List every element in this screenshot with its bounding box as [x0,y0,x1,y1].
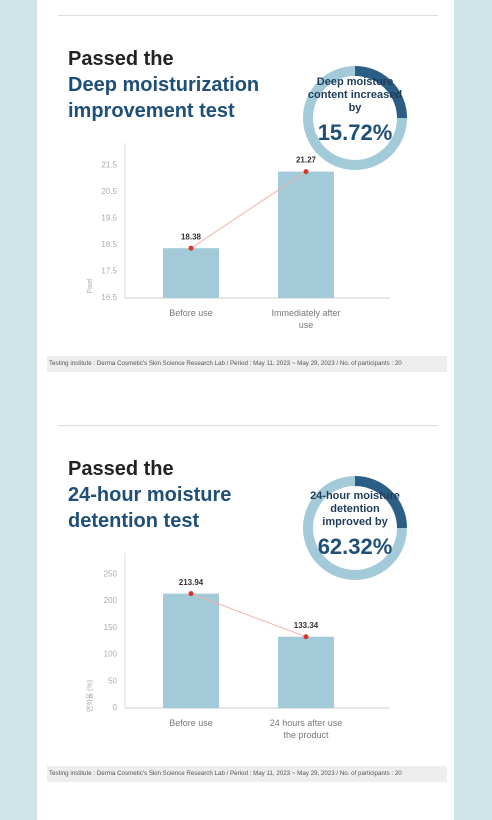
y-axis-label: Pixel [87,278,94,294]
point [303,169,309,175]
bar [278,636,334,708]
y-tick-label: 18.5 [101,240,117,249]
y-tick-label: 150 [104,623,118,632]
y-tick-label: 20.5 [101,187,117,196]
y-axis-label: 연화율 (%) [86,680,94,712]
badge-value: 15.72% [317,120,393,145]
badge-arc [354,476,407,529]
badge-arc [354,66,407,119]
point [188,245,194,251]
point [188,591,194,597]
section: Passed the Deep moisturization improvemen… [47,15,447,372]
section: Passed the 24-hour moisture detention tes… [0,410,492,820]
connector [190,171,307,249]
y-tick-label: 16.5 [101,293,117,302]
x-tick-label: Immediately after use [271,308,341,330]
divider [58,425,438,426]
connector [190,593,307,638]
badge-text: 24-hour moisture detention improved by [310,490,400,528]
x-tick-label: 24 hours after use the product [269,718,343,740]
title: Passed the [68,48,174,70]
point [303,634,309,640]
value-label: 213.94 [179,578,204,587]
y-tick-label: 100 [104,650,118,659]
chart: 16.5 17.5 18.5 19.5 20.5 21.5 Pixel 18.38 21.27 [87,66,407,302]
bar [278,171,334,298]
bar [163,248,219,298]
x-tick-label: Before use [169,308,213,318]
y-tick-label: 200 [104,596,118,605]
x-tick-label: Before use [169,718,213,728]
value-label: 18.38 [181,232,202,241]
y-tick-label: 0 [113,703,118,712]
value-label: 21.27 [296,156,317,165]
badge-text: Deep moisture content increased by [307,76,403,114]
value-label: 133.34 [294,621,319,630]
title: Passed the [68,458,174,480]
footnote: Testing institute : Derma Cosmetic's Ski… [47,356,447,372]
divider [58,15,438,16]
y-tick-label: 250 [104,569,118,578]
bar [163,593,219,708]
footnote: Testing institute : Derma Cosmetic's Ski… [47,766,447,782]
title-highlight: Deep moisturization improvement test [68,74,260,122]
y-tick-label: 19.5 [101,214,117,223]
chart: 0 50 100 150 200 250 연화율 (%) 213.94 133.34 [86,476,407,712]
title-highlight: 24-hour moisture detention test [68,484,232,532]
y-tick-label: 21.5 [101,161,117,170]
badge-value: 62.32% [317,534,393,559]
y-tick-label: 50 [108,676,117,685]
y-tick-label: 17.5 [101,267,117,276]
